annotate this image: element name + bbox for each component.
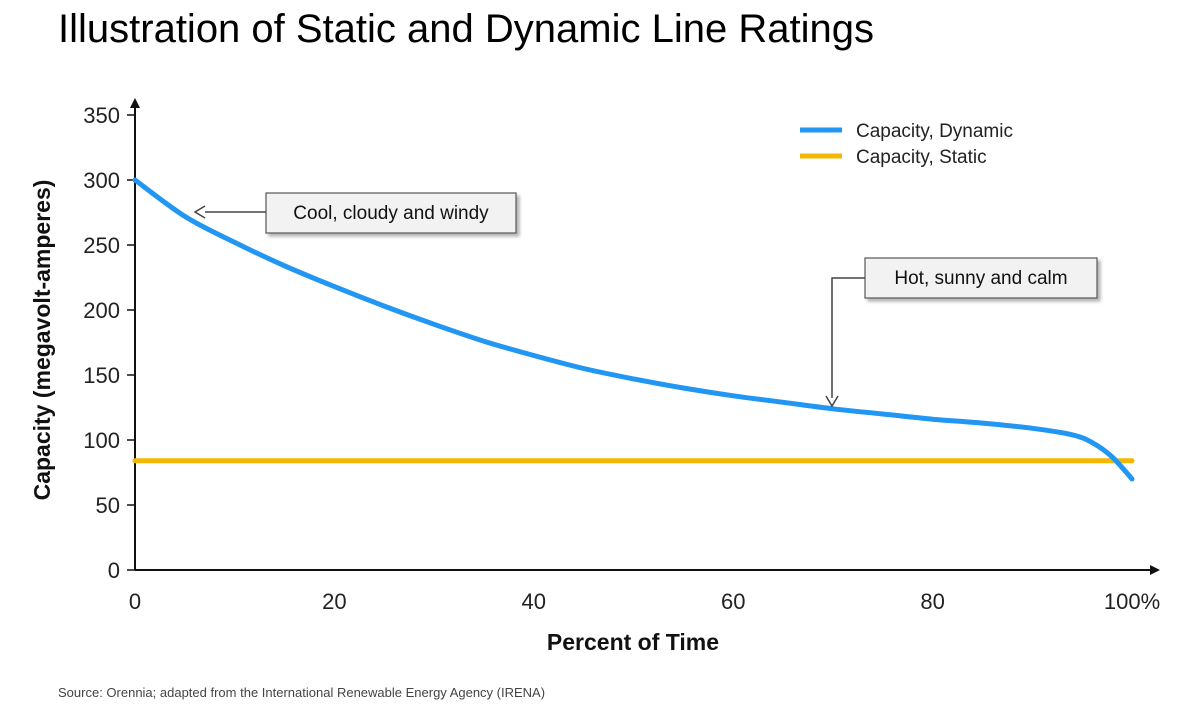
y-tick-label: 200 [83,298,120,323]
annotation-arrow-hot [831,277,865,398]
annotation-cool: Cool, cloudy and windy [193,192,517,234]
annotation-box-cool [265,192,517,234]
y-ticks: 0 50 100 150 200 250 300 350 [83,103,135,583]
y-tick-label: 0 [108,558,120,583]
y-tick-label: 50 [96,493,120,518]
source-note: Source: Orennia; adapted from the Intern… [58,685,545,700]
legend: Capacity, Dynamic Capacity, Static [800,121,1013,168]
y-axis-arrow [130,98,140,108]
annotation-hot: Hot, sunny and calm [825,257,1098,408]
y-tick-label: 250 [83,233,120,258]
annotation-arrowhead-hot [825,395,839,408]
annotation-arrowhead-cool [193,205,206,219]
y-tick-label: 150 [83,363,120,388]
legend-label-static: Capacity, Static [856,147,987,168]
x-tick-label: 20 [322,589,346,614]
series-line-dynamic [132,177,1135,482]
x-tick-label: 60 [721,589,745,614]
y-axis-label: Capacity (megavolt-amperes) [29,180,55,501]
series-layer [132,177,1135,482]
x-tick-label: 80 [920,589,944,614]
y-tick-label: 100 [83,428,120,453]
y-tick-label: 300 [83,168,120,193]
x-tick-label: 0 [129,589,141,614]
chart-title: Illustration of Static and Dynamic Line … [58,7,874,51]
x-axis-label: Percent of Time [547,629,719,655]
x-tick-label: 100% [1104,589,1160,614]
annotation-text-cool: Cool, cloudy and windy [293,203,489,224]
y-tick-label: 350 [83,103,120,128]
x-ticks: 0 20 40 60 80 100% [129,589,1160,614]
x-axis-arrow [1150,565,1160,575]
annotation-text-hot: Hot, sunny and calm [894,268,1067,289]
annotation-box-hot [864,257,1098,299]
axes [130,98,1160,575]
legend-label-dynamic: Capacity, Dynamic [856,121,1013,142]
x-tick-label: 40 [522,589,546,614]
